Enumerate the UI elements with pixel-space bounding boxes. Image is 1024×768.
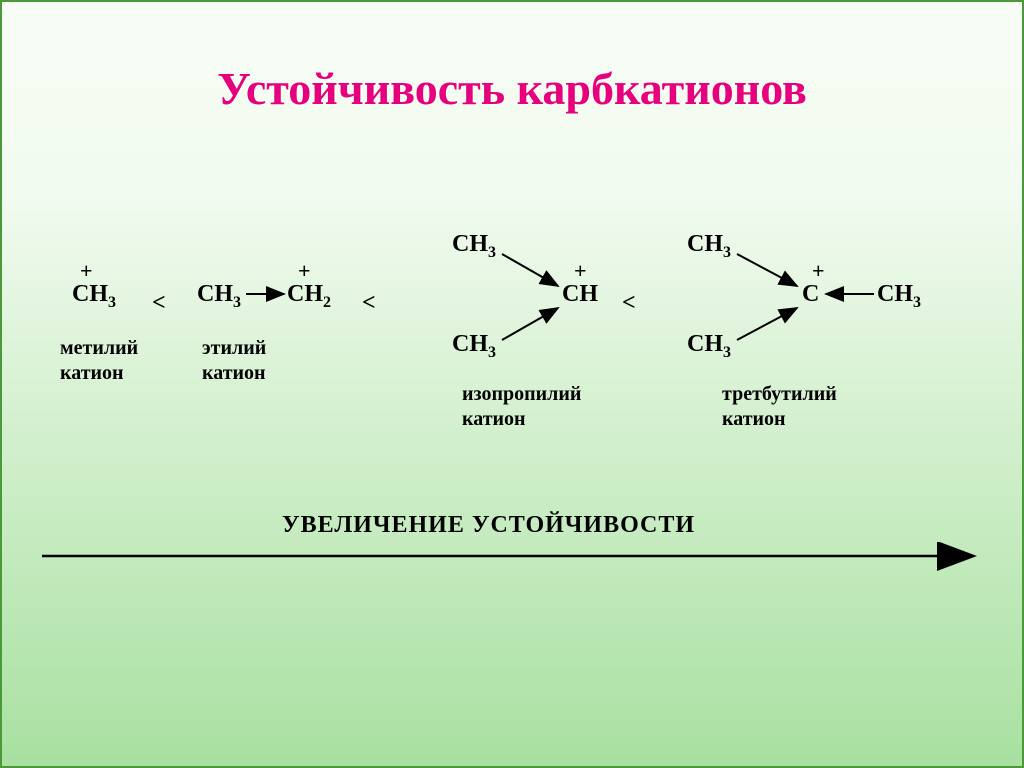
methyl-label: метилийкатион <box>60 336 138 386</box>
isopropyl-top: CH3 <box>452 232 496 261</box>
stability-arrow <box>2 542 1024 582</box>
lt-2: < <box>362 290 376 317</box>
ethyl-center: CH2 <box>287 282 331 311</box>
ethyl-left: CH3 <box>197 282 241 311</box>
tbutyl-bottom: CH3 <box>687 332 731 361</box>
lt-3: < <box>622 290 636 317</box>
lt-1: < <box>152 290 166 317</box>
methyl-center: CH3 <box>72 282 116 311</box>
isopropyl-bottom: CH3 <box>452 332 496 361</box>
carbocation-diagram: + CH3 метилийкатион < CH3 + CH2 этилийка… <box>2 232 1024 492</box>
isopropyl-label: изопропилийкатион <box>462 382 581 432</box>
stability-label: УВЕЛИЧЕНИЕ УСТОЙЧИВОСТИ <box>282 512 695 539</box>
bond-arrows <box>2 232 1024 492</box>
isopropyl-center: CH <box>562 282 598 306</box>
tbutyl-right: CH3 <box>877 282 921 311</box>
page-title: Устойчивость карбкатионов <box>2 62 1022 115</box>
ethyl-label: этилийкатион <box>202 336 266 386</box>
tbutyl-label: третбутилийкатион <box>722 382 837 432</box>
tbutyl-top: CH3 <box>687 232 731 261</box>
tbutyl-center: C <box>802 282 819 306</box>
